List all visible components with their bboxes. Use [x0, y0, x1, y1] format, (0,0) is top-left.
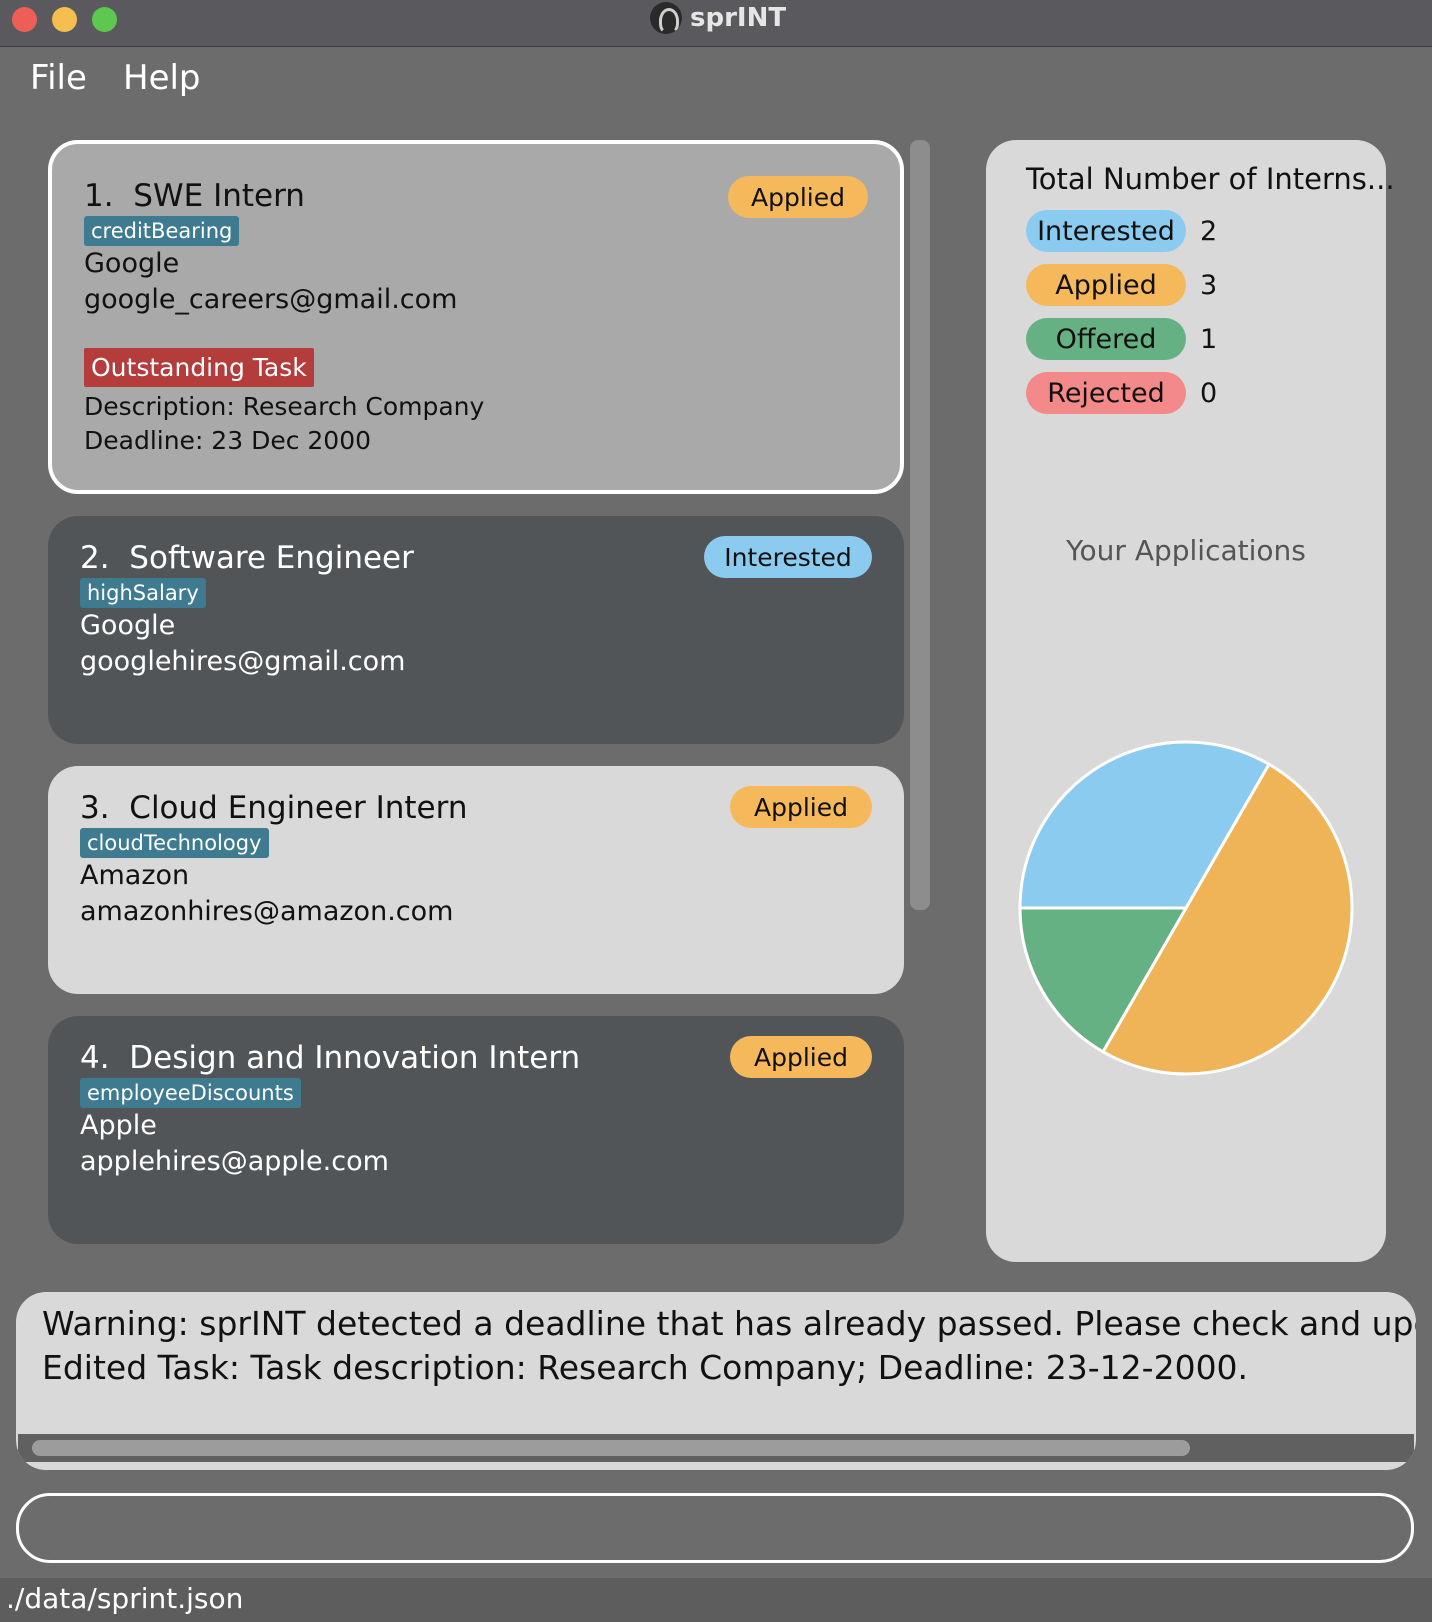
- pie-slice-offered: [1018, 906, 1189, 1054]
- application-company: Apple: [80, 1110, 157, 1141]
- status-badge: Applied: [730, 786, 872, 828]
- app-logo-icon: [650, 2, 682, 34]
- data-file-path: ./data/sprint.json: [6, 1582, 244, 1615]
- result-display: Warning: sprINT detected a deadline that…: [16, 1292, 1416, 1470]
- stat-count: 0: [1200, 377, 1218, 409]
- status-badge: Interested: [704, 536, 872, 578]
- menu-bar: File Help: [0, 46, 1432, 110]
- status-bar: ./data/sprint.json: [0, 1578, 1432, 1622]
- result-horizontal-scrollbar[interactable]: [18, 1434, 1414, 1462]
- application-email: applehires@apple.com: [80, 1146, 389, 1177]
- application-card-1[interactable]: 1. SWE Intern creditBearing Google googl…: [48, 140, 904, 494]
- outstanding-task-badge: Outstanding Task: [84, 348, 314, 387]
- minimize-window-button[interactable]: [52, 7, 77, 32]
- stat-count: 2: [1200, 215, 1218, 247]
- application-email: googlehires@gmail.com: [80, 646, 406, 677]
- application-card-2[interactable]: 2. Software Engineer highSalary Google g…: [48, 516, 904, 744]
- stat-count: 1: [1200, 323, 1218, 355]
- result-line-1: Warning: sprINT detected a deadline that…: [42, 1304, 1416, 1343]
- task-description: Description: Research Company: [84, 392, 485, 421]
- application-company: Google: [80, 610, 176, 641]
- window-title-text: sprINT: [690, 3, 787, 33]
- application-card-3[interactable]: 3. Cloud Engineer Intern cloudTechnology…: [48, 766, 904, 994]
- menu-file[interactable]: File: [30, 58, 87, 98]
- stat-label: Offered: [1026, 318, 1186, 360]
- application-title: 1. SWE Intern: [84, 178, 305, 214]
- stat-row-interested: Interested 2: [1026, 210, 1217, 252]
- stat-label: Interested: [1026, 210, 1186, 252]
- stat-row-rejected: Rejected 0: [1026, 372, 1217, 414]
- application-title: 4. Design and Innovation Intern: [80, 1040, 581, 1076]
- application-title: 2. Software Engineer: [80, 540, 414, 576]
- stat-label: Applied: [1026, 264, 1186, 306]
- application-title: 3. Cloud Engineer Intern: [80, 790, 468, 826]
- application-company: Google: [84, 248, 180, 279]
- application-company: Amazon: [80, 860, 190, 891]
- stat-row-applied: Applied 3: [1026, 264, 1217, 306]
- menu-help[interactable]: Help: [123, 58, 201, 98]
- status-badge: Applied: [728, 176, 868, 218]
- applications-pie-chart: [1018, 740, 1354, 1076]
- chart-title: Your Applications: [1066, 534, 1306, 567]
- maximize-window-button[interactable]: [92, 7, 117, 32]
- application-tag: cloudTechnology: [80, 828, 269, 858]
- application-email: google_careers@gmail.com: [84, 284, 458, 315]
- stat-label: Rejected: [1026, 372, 1186, 414]
- pie-slice-applied: [1100, 762, 1354, 1076]
- statistics-panel: Total Number of Interns... Interested 2 …: [986, 140, 1395, 1262]
- result-line-2: Edited Task: Task description: Research …: [42, 1348, 1249, 1387]
- stat-count: 3: [1200, 269, 1218, 301]
- application-tag: creditBearing: [84, 216, 240, 246]
- title-bar: sprINT: [0, 0, 1432, 47]
- command-box[interactable]: [16, 1493, 1414, 1563]
- list-scrollbar[interactable]: [910, 140, 930, 910]
- application-tag: highSalary: [80, 578, 206, 608]
- command-input[interactable]: [39, 1504, 1393, 1554]
- window-title: sprINT: [650, 2, 786, 34]
- result-scrollbar-thumb[interactable]: [32, 1440, 1190, 1456]
- stats-title: Total Number of Interns...: [1026, 162, 1395, 196]
- application-tag: employeeDiscounts: [80, 1078, 301, 1108]
- task-deadline: Deadline: 23 Dec 2000: [84, 426, 372, 455]
- application-email: amazonhires@amazon.com: [80, 896, 454, 927]
- close-window-button[interactable]: [12, 7, 37, 32]
- stat-row-offered: Offered 1: [1026, 318, 1217, 360]
- application-card-4[interactable]: 4. Design and Innovation Intern employee…: [48, 1016, 904, 1244]
- status-badge: Applied: [730, 1036, 872, 1078]
- pie-slice-interested: [1018, 740, 1272, 910]
